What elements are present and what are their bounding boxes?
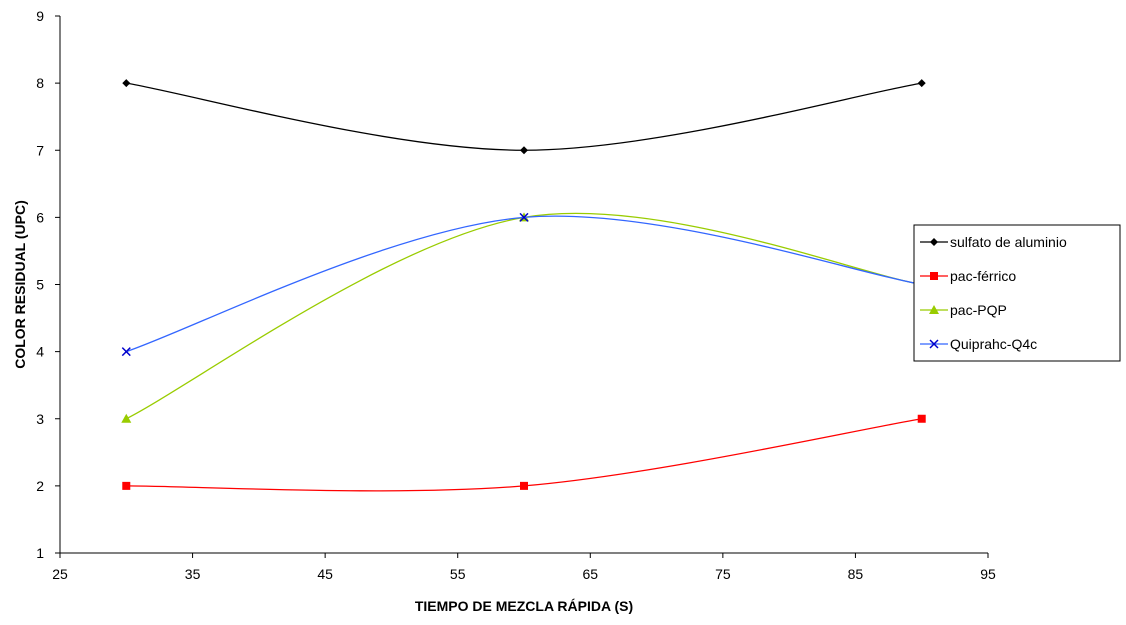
legend-item: Quiprahc-Q4c xyxy=(920,336,1037,352)
legend-marker xyxy=(929,305,939,314)
data-point xyxy=(122,481,131,490)
legend-box xyxy=(913,224,1121,362)
y-tick-label: 7 xyxy=(36,142,44,158)
x-tick-label: 75 xyxy=(715,566,731,582)
y-tick-label: 2 xyxy=(36,478,44,494)
x-tick-label: 35 xyxy=(185,566,201,582)
data-point xyxy=(917,79,926,88)
data-point xyxy=(917,414,926,423)
series-layer xyxy=(121,79,927,492)
y-tick-label: 6 xyxy=(36,209,44,225)
data-point xyxy=(121,347,131,357)
legend-item: sulfato de aluminio xyxy=(920,234,1067,250)
series-pac-pqp xyxy=(121,212,927,423)
y-tick-label: 8 xyxy=(36,75,44,91)
x-tick-label: 45 xyxy=(317,566,333,582)
legend-marker xyxy=(930,272,938,280)
y-tick-label: 9 xyxy=(36,8,44,24)
legend-label: pac-férrico xyxy=(950,268,1016,284)
legend: sulfato de aluminio pac-férrico pac-PQP Qui… xyxy=(913,224,1121,362)
series-pac-f-rrico xyxy=(122,414,926,492)
data-point xyxy=(519,212,529,222)
x-axis-title: TIEMPO DE MEZCLA RÁPIDA (S) xyxy=(415,598,633,614)
y-axis-title: COLOR RESIDUAL (UPC) xyxy=(12,200,28,369)
legend-label: sulfato de aluminio xyxy=(950,234,1067,250)
series-line xyxy=(126,82,922,151)
data-point xyxy=(520,146,528,155)
x-tick-label: 95 xyxy=(980,566,996,582)
series-quiprahc-q4c xyxy=(121,212,927,357)
series-line xyxy=(126,215,922,353)
x-tick-label: 65 xyxy=(582,566,598,582)
legend-item: pac-PQP xyxy=(920,302,1007,318)
series-line xyxy=(126,418,922,492)
data-point xyxy=(520,481,528,490)
y-tick-label: 1 xyxy=(36,545,44,561)
x-tick-label: 55 xyxy=(450,566,466,582)
data-point xyxy=(122,79,131,88)
y-tick-label: 3 xyxy=(36,411,44,427)
legend-label: pac-PQP xyxy=(950,302,1007,318)
legend-marker xyxy=(930,238,938,246)
data-point xyxy=(121,413,132,423)
series-sulfato-de-aluminio xyxy=(122,79,926,155)
legend-marker xyxy=(929,339,939,349)
series-line xyxy=(125,212,922,420)
x-tick-label: 25 xyxy=(52,566,68,582)
y-tick-label: 4 xyxy=(36,344,44,360)
legend-label: Quiprahc-Q4c xyxy=(950,336,1037,352)
y-tick-label: 5 xyxy=(36,277,44,293)
x-tick-label: 85 xyxy=(848,566,864,582)
legend-item: pac-férrico xyxy=(920,268,1016,284)
